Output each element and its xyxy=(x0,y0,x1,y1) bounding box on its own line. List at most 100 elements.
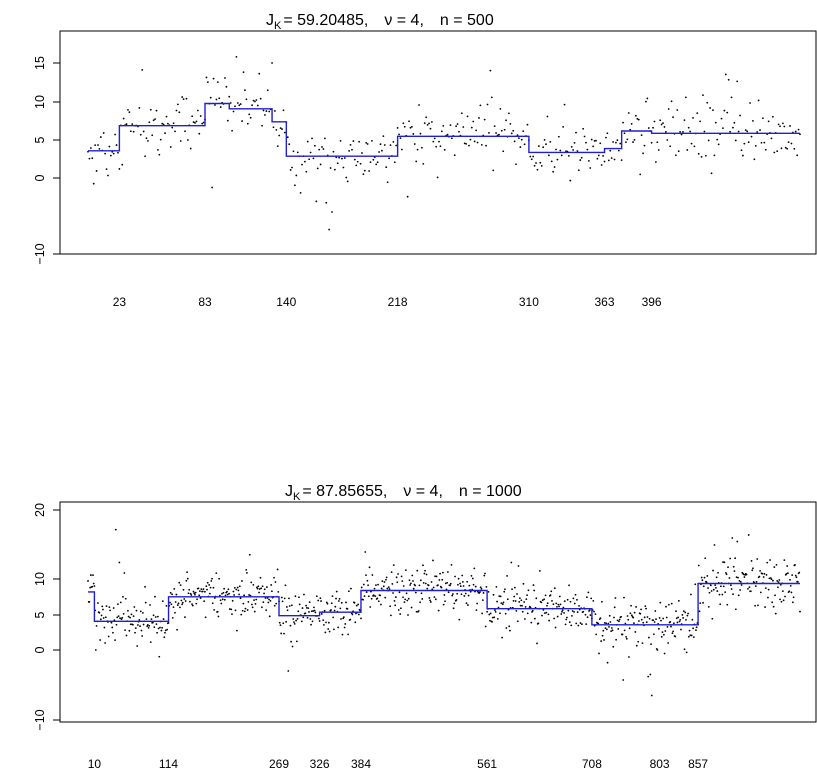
data-point xyxy=(508,112,510,115)
data-point xyxy=(244,607,247,610)
y-tick-label: −10 xyxy=(33,243,47,264)
data-point xyxy=(550,590,553,593)
data-point xyxy=(702,585,705,588)
data-point xyxy=(245,569,248,571)
data-point xyxy=(122,117,125,120)
data-point xyxy=(404,598,407,601)
data-point xyxy=(350,587,352,590)
panel-2-title-sub: K xyxy=(293,491,301,503)
data-point xyxy=(125,634,128,637)
data-point xyxy=(463,142,466,145)
data-point xyxy=(686,614,689,617)
data-point xyxy=(160,629,163,632)
data-point xyxy=(491,616,494,619)
data-point xyxy=(194,593,196,596)
data-point xyxy=(451,594,454,597)
data-point xyxy=(524,605,527,608)
data-point xyxy=(104,152,107,155)
data-point xyxy=(702,94,704,96)
data-point xyxy=(514,600,517,602)
data-point xyxy=(243,594,245,597)
data-point xyxy=(692,636,695,639)
data-point xyxy=(197,587,200,590)
data-point xyxy=(260,587,263,590)
data-point xyxy=(498,595,501,598)
data-point xyxy=(616,139,619,142)
data-point xyxy=(291,166,293,169)
data-point xyxy=(385,576,388,579)
data-point xyxy=(635,606,637,608)
data-point xyxy=(303,593,305,596)
data-point xyxy=(464,592,467,595)
data-point xyxy=(662,633,665,636)
data-point xyxy=(242,71,245,74)
data-point xyxy=(175,109,178,112)
data-point xyxy=(281,128,283,130)
data-point xyxy=(770,137,773,140)
data-point xyxy=(364,551,367,553)
data-point xyxy=(533,589,536,592)
data-point xyxy=(351,148,353,151)
changepoint-label: 140 xyxy=(276,295,296,309)
changepoint-label: 708 xyxy=(582,757,602,771)
data-point xyxy=(124,629,126,632)
data-point xyxy=(431,588,434,591)
data-point xyxy=(156,631,159,634)
data-point xyxy=(362,598,365,601)
data-point xyxy=(630,604,632,607)
data-point xyxy=(495,585,498,588)
data-point xyxy=(165,605,168,607)
panel-2-title-j: J xyxy=(285,483,293,500)
data-point xyxy=(735,576,738,579)
data-point xyxy=(643,144,646,147)
data-point xyxy=(665,605,667,608)
data-point xyxy=(94,649,97,651)
data-point xyxy=(414,591,417,594)
data-point xyxy=(191,115,194,118)
data-point xyxy=(679,131,682,133)
data-point xyxy=(550,160,553,163)
data-point xyxy=(641,642,644,644)
data-point xyxy=(253,599,255,601)
data-point xyxy=(263,588,266,591)
data-point xyxy=(424,582,427,585)
data-point xyxy=(737,130,740,133)
data-point xyxy=(406,195,409,198)
data-point xyxy=(612,645,615,648)
data-point xyxy=(87,580,89,582)
data-point xyxy=(357,603,360,606)
data-point xyxy=(714,121,717,124)
data-point xyxy=(134,627,137,629)
data-point xyxy=(546,115,549,118)
data-point xyxy=(434,575,436,578)
data-point xyxy=(337,626,340,629)
data-point xyxy=(342,616,345,619)
data-point xyxy=(211,602,214,605)
data-point xyxy=(583,135,586,138)
data-point xyxy=(774,594,776,597)
data-point xyxy=(292,618,295,620)
data-point xyxy=(255,99,258,101)
data-point xyxy=(183,598,186,600)
data-point xyxy=(152,119,155,122)
data-point xyxy=(177,602,180,605)
data-point xyxy=(251,603,253,606)
data-point xyxy=(494,609,496,612)
data-point xyxy=(683,119,686,121)
data-point xyxy=(738,579,741,582)
data-point xyxy=(648,636,650,639)
data-point xyxy=(513,595,516,598)
data-point xyxy=(435,145,438,148)
data-point xyxy=(145,137,148,140)
data-point xyxy=(149,641,152,644)
data-point xyxy=(586,596,588,599)
data-point xyxy=(689,634,692,637)
data-point xyxy=(169,591,172,594)
data-point xyxy=(390,614,392,617)
data-point xyxy=(430,581,433,583)
data-point xyxy=(613,616,615,619)
data-point xyxy=(777,123,780,126)
data-point xyxy=(516,593,518,595)
data-point xyxy=(637,118,640,121)
data-point xyxy=(101,605,104,608)
